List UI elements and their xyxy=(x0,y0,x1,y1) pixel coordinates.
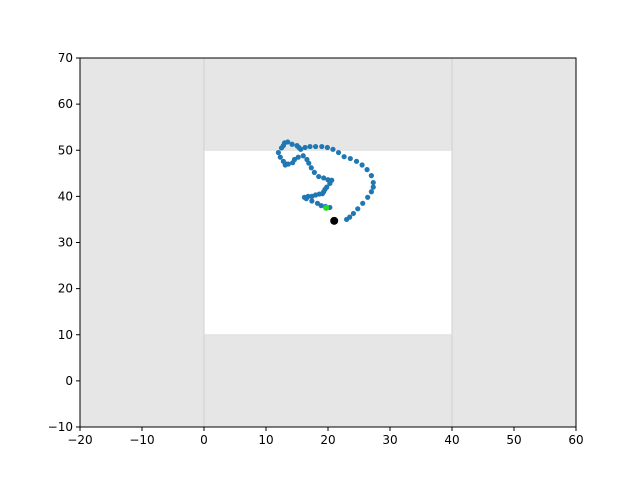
trajectory-point xyxy=(277,154,283,160)
y-tick-label: 10 xyxy=(58,328,73,342)
x-tick-label: 30 xyxy=(382,433,397,447)
trajectory-point xyxy=(306,160,312,166)
trajectory-point xyxy=(313,143,319,150)
y-axis-ticks: −10 0 10 20 30 40 50 60 70 xyxy=(48,51,80,434)
obstacle-region xyxy=(204,58,452,151)
trajectory-point xyxy=(316,173,322,180)
trajectory-point xyxy=(295,154,301,160)
goal-point xyxy=(323,204,330,211)
trajectory-point xyxy=(360,200,366,206)
trajectory-point xyxy=(324,144,330,151)
trajectory-point xyxy=(335,149,342,156)
trajectory-point xyxy=(330,146,336,152)
y-tick-label: 60 xyxy=(58,97,73,111)
trajectory-point xyxy=(359,162,365,168)
trajectory-point xyxy=(285,161,291,167)
x-tick-label: 60 xyxy=(568,433,583,447)
trajectory-point xyxy=(275,149,281,156)
trajectory-point xyxy=(347,155,353,162)
start-point xyxy=(330,216,339,225)
region-borders xyxy=(203,58,453,427)
trajectory-point xyxy=(318,203,324,209)
trajectory-point xyxy=(303,196,309,202)
x-tick-label: 10 xyxy=(258,433,273,447)
map-regions xyxy=(80,58,576,427)
trajectory-point xyxy=(309,193,315,199)
obstacle-region xyxy=(452,58,576,427)
trajectory-point xyxy=(327,180,333,187)
x-axis-ticks: −20 −10 0 10 20 30 40 50 60 xyxy=(67,427,584,447)
trajectory-point xyxy=(300,153,306,159)
trajectory-point xyxy=(291,156,298,163)
obstacle-region xyxy=(204,334,452,427)
trajectory-point xyxy=(347,214,353,220)
obstacle-region xyxy=(80,58,204,427)
trajectory-point xyxy=(353,158,360,164)
trajectory-point xyxy=(368,173,374,179)
trajectory-point xyxy=(370,179,376,186)
trajectory-point xyxy=(309,198,315,204)
trajectory-point xyxy=(350,210,357,217)
x-tick-label: 40 xyxy=(444,433,459,447)
y-tick-label: 0 xyxy=(65,374,73,388)
y-tick-label: −10 xyxy=(48,420,73,434)
x-tick-label: −10 xyxy=(129,433,154,447)
endpoint-markers xyxy=(323,204,339,225)
trajectory-point xyxy=(365,194,371,200)
trajectory-point xyxy=(308,165,314,171)
trajectory-point xyxy=(278,145,285,151)
trajectory-point xyxy=(289,141,295,147)
trajectory-point xyxy=(341,154,347,160)
y-tick-label: 40 xyxy=(58,189,73,203)
trajectory-point xyxy=(294,143,300,149)
trajectory-point xyxy=(355,206,361,212)
trajectory-point xyxy=(319,143,325,150)
y-tick-label: 70 xyxy=(58,51,73,65)
trajectory-point xyxy=(311,169,317,175)
trajectory-point xyxy=(370,184,376,190)
x-tick-label: −20 xyxy=(67,433,92,447)
x-tick-label: 0 xyxy=(200,433,208,447)
y-tick-label: 20 xyxy=(58,282,73,296)
y-tick-label: 30 xyxy=(58,236,73,250)
trajectory-point xyxy=(321,175,327,181)
trajectory-point xyxy=(364,167,370,173)
trajectory-point xyxy=(302,144,308,151)
y-tick-label: 50 xyxy=(58,143,73,157)
trajectory-point xyxy=(307,143,313,150)
x-tick-label: 20 xyxy=(320,433,335,447)
trajectory-point xyxy=(314,200,321,206)
x-tick-label: 50 xyxy=(506,433,521,447)
trajectory-point xyxy=(368,189,374,195)
